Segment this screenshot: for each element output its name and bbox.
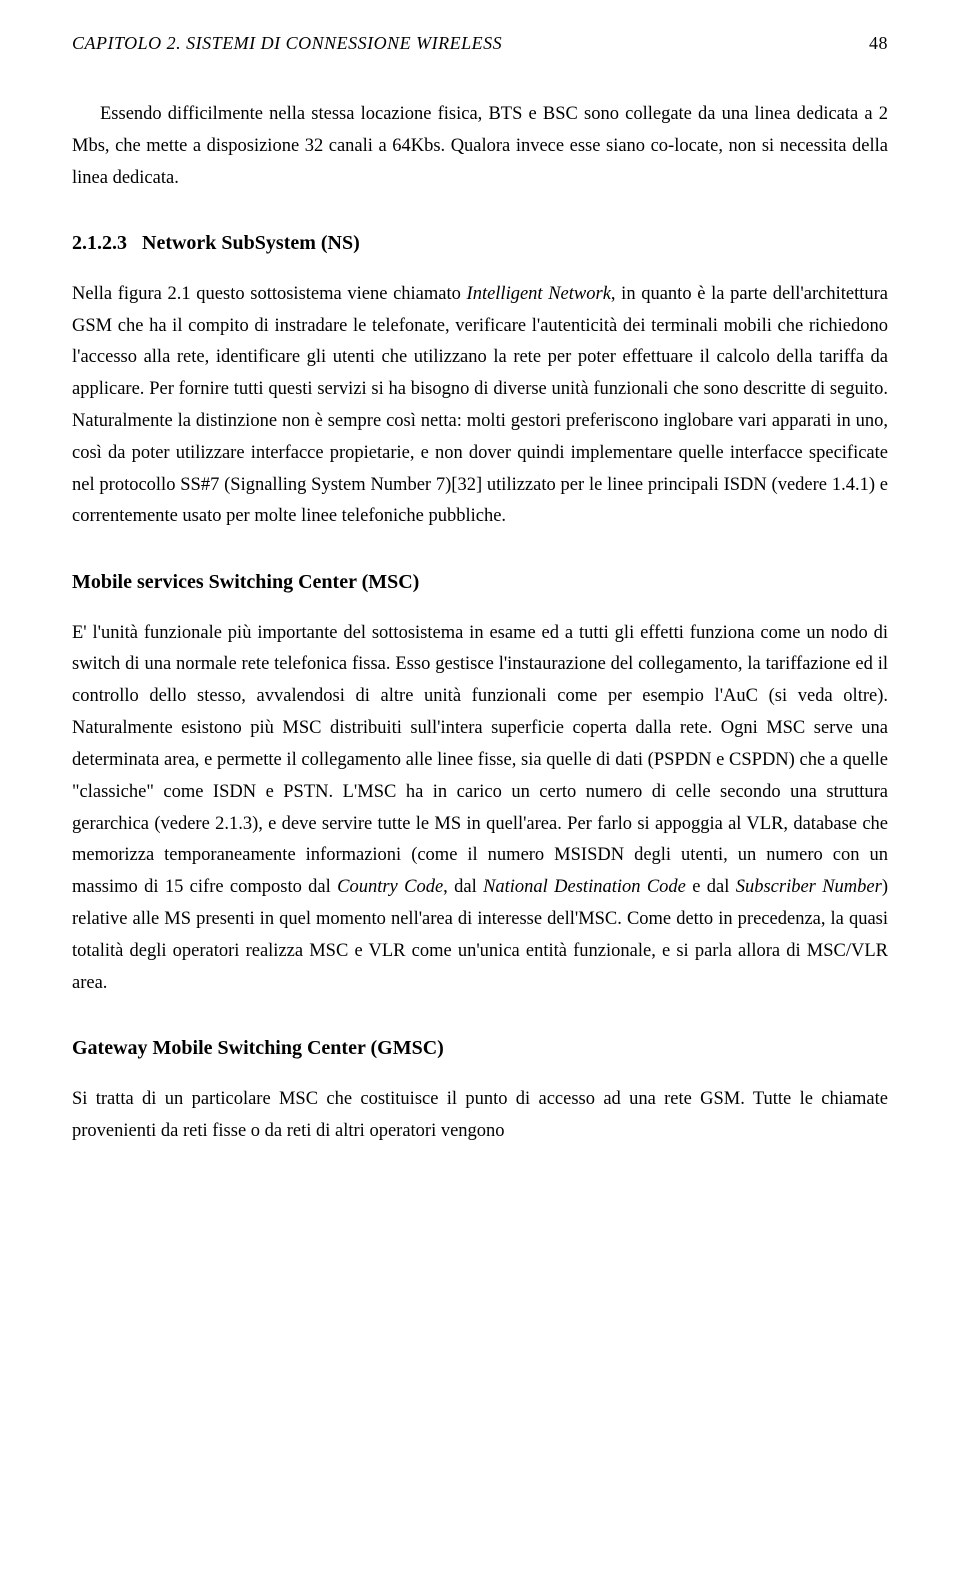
- page-number: 48: [869, 28, 888, 59]
- chapter-title: CAPITOLO 2. SISTEMI DI CONNESSIONE WIREL…: [72, 28, 502, 59]
- italic-national-dest-code: National Destination Code: [483, 877, 686, 897]
- italic-country-code: Country Code: [337, 877, 443, 897]
- italic-subscriber-number: Subscriber Number: [736, 877, 882, 897]
- paragraph-ns: Nella figura 2.1 questo sottosistema vie…: [72, 279, 888, 534]
- paragraph-gmsc: Si tratta di un particolare MSC che cost…: [72, 1084, 888, 1148]
- paragraph-intro: Essendo difficilmente nella stessa locaz…: [72, 99, 888, 194]
- italic-intelligent-network: Intelligent Network: [467, 284, 611, 304]
- subsection-heading-msc: Mobile services Switching Center (MSC): [72, 565, 888, 599]
- subsection-heading-gmsc: Gateway Mobile Switching Center (GMSC): [72, 1031, 888, 1065]
- paragraph-msc: E' l'unità funzionale più importante del…: [72, 618, 888, 1000]
- section-heading-ns: 2.1.2.3 Network SubSystem (NS): [72, 226, 888, 260]
- section-number: 2.1.2.3: [72, 232, 127, 254]
- section-title: Network SubSystem (NS): [142, 232, 360, 254]
- page-header: CAPITOLO 2. SISTEMI DI CONNESSIONE WIREL…: [72, 28, 888, 59]
